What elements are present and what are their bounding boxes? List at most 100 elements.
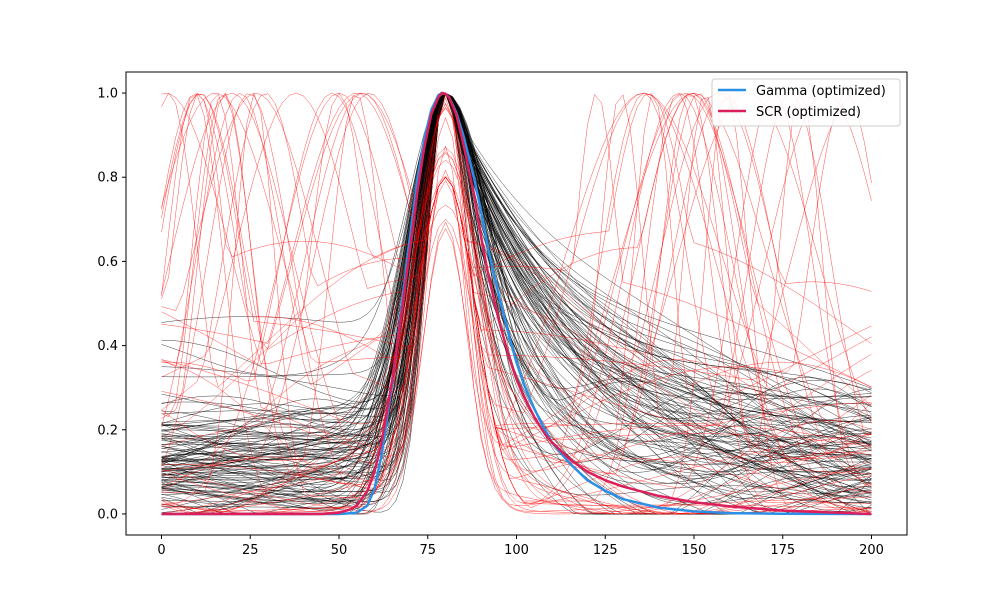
y-axis: 0.0 0.2 0.4 0.6 0.8 1.0 xyxy=(97,87,126,522)
series-line-scr xyxy=(161,91,872,516)
background-trace-red xyxy=(161,92,872,381)
background-trace-red xyxy=(161,92,872,475)
background-trace-red xyxy=(161,92,872,425)
background-trace-red xyxy=(161,159,872,515)
y-tick-label: 0.8 xyxy=(97,171,118,186)
background-trace-black xyxy=(161,92,872,505)
background-trace-black xyxy=(161,92,872,515)
background-trace-red xyxy=(161,116,872,515)
background-trace-black xyxy=(161,92,872,464)
x-axis: 0 25 50 75 100 125 150 175 200 xyxy=(157,535,884,558)
background-trace-red xyxy=(161,92,872,460)
y-tick-label: 1.0 xyxy=(97,87,118,102)
background-trace-black xyxy=(161,92,872,465)
background-trace-black xyxy=(161,92,872,514)
background-trace-red xyxy=(161,103,872,515)
background-trace-black xyxy=(161,92,872,470)
background-trace-black xyxy=(161,92,872,515)
x-tick-label: 25 xyxy=(242,543,259,558)
background-trace-red xyxy=(161,93,872,489)
background-trace-red xyxy=(161,93,872,472)
background-trace-black xyxy=(161,92,872,497)
background-trace-red xyxy=(161,92,872,479)
background-trace-red xyxy=(161,92,872,493)
background-trace-black xyxy=(161,92,872,487)
background-trace-red xyxy=(161,169,872,515)
x-tick-label: 200 xyxy=(859,543,884,558)
background-trace-black xyxy=(161,92,872,497)
background-trace-black xyxy=(161,92,872,469)
background-trace-red xyxy=(161,175,872,515)
background-trace-black xyxy=(161,92,872,493)
background-trace-red xyxy=(161,107,872,515)
background-trace-black xyxy=(161,92,872,498)
background-trace-black xyxy=(161,92,872,440)
legend: Gamma (optimized) SCR (optimized) xyxy=(711,78,901,127)
background-trace-black xyxy=(161,92,872,461)
background-trace-black xyxy=(161,92,872,515)
background-trace-red xyxy=(161,93,872,461)
background-trace-black xyxy=(161,92,872,475)
background-traces xyxy=(161,92,872,515)
x-tick-label: 100 xyxy=(504,543,529,558)
background-trace-black xyxy=(161,92,872,505)
background-trace-black xyxy=(161,92,872,504)
background-trace-black xyxy=(161,92,872,515)
background-trace-red xyxy=(161,228,872,514)
x-tick-label: 0 xyxy=(157,543,165,558)
background-trace-red xyxy=(161,92,872,429)
background-trace-red xyxy=(161,152,872,488)
background-trace-black xyxy=(161,92,872,438)
background-trace-black xyxy=(161,92,872,510)
background-trace-black xyxy=(161,92,872,508)
y-tick-label: 0.0 xyxy=(97,507,118,522)
background-trace-black xyxy=(161,92,872,501)
background-trace-black xyxy=(161,92,872,503)
background-trace-red xyxy=(161,92,872,512)
background-trace-red xyxy=(161,92,872,470)
main-series xyxy=(161,91,872,516)
x-tick-label: 150 xyxy=(682,543,707,558)
background-trace-red xyxy=(161,92,872,460)
background-trace-black xyxy=(161,92,872,472)
background-trace-black xyxy=(161,92,872,445)
y-tick-label: 0.6 xyxy=(97,255,118,270)
legend-label-gamma: Gamma (optimized) xyxy=(756,84,886,99)
legend-box xyxy=(711,78,901,127)
background-trace-black xyxy=(161,92,872,512)
background-trace-black xyxy=(161,92,872,515)
background-trace-red xyxy=(161,93,872,464)
background-trace-red xyxy=(161,204,872,505)
background-trace-black xyxy=(161,92,872,484)
background-trace-black xyxy=(161,92,872,461)
background-trace-black xyxy=(161,92,872,473)
background-trace-red xyxy=(161,94,872,485)
background-trace-red xyxy=(161,151,872,515)
x-tick-label: 75 xyxy=(419,543,436,558)
background-trace-red xyxy=(161,92,872,388)
background-trace-red xyxy=(161,221,872,512)
background-trace-black xyxy=(161,92,872,510)
x-tick-label: 175 xyxy=(770,543,795,558)
y-tick-label: 0.4 xyxy=(97,339,118,354)
background-trace-black xyxy=(161,92,872,463)
background-trace-black xyxy=(161,92,872,459)
background-trace-black xyxy=(161,92,872,505)
background-trace-red xyxy=(161,92,872,474)
y-tick-label: 0.2 xyxy=(97,423,118,438)
background-trace-red xyxy=(161,179,872,515)
background-trace-red xyxy=(161,94,872,514)
background-trace-red xyxy=(161,92,872,428)
background-trace-black xyxy=(161,92,872,515)
x-tick-label: 50 xyxy=(331,543,348,558)
x-tick-label: 125 xyxy=(593,543,618,558)
background-trace-black xyxy=(161,92,872,470)
background-trace-black xyxy=(161,92,872,515)
background-trace-black xyxy=(161,92,872,499)
background-trace-black xyxy=(161,92,872,439)
legend-label-scr: SCR (optimized) xyxy=(756,105,861,120)
background-trace-red xyxy=(161,92,872,459)
background-trace-red xyxy=(161,106,872,515)
background-trace-black xyxy=(161,92,872,449)
